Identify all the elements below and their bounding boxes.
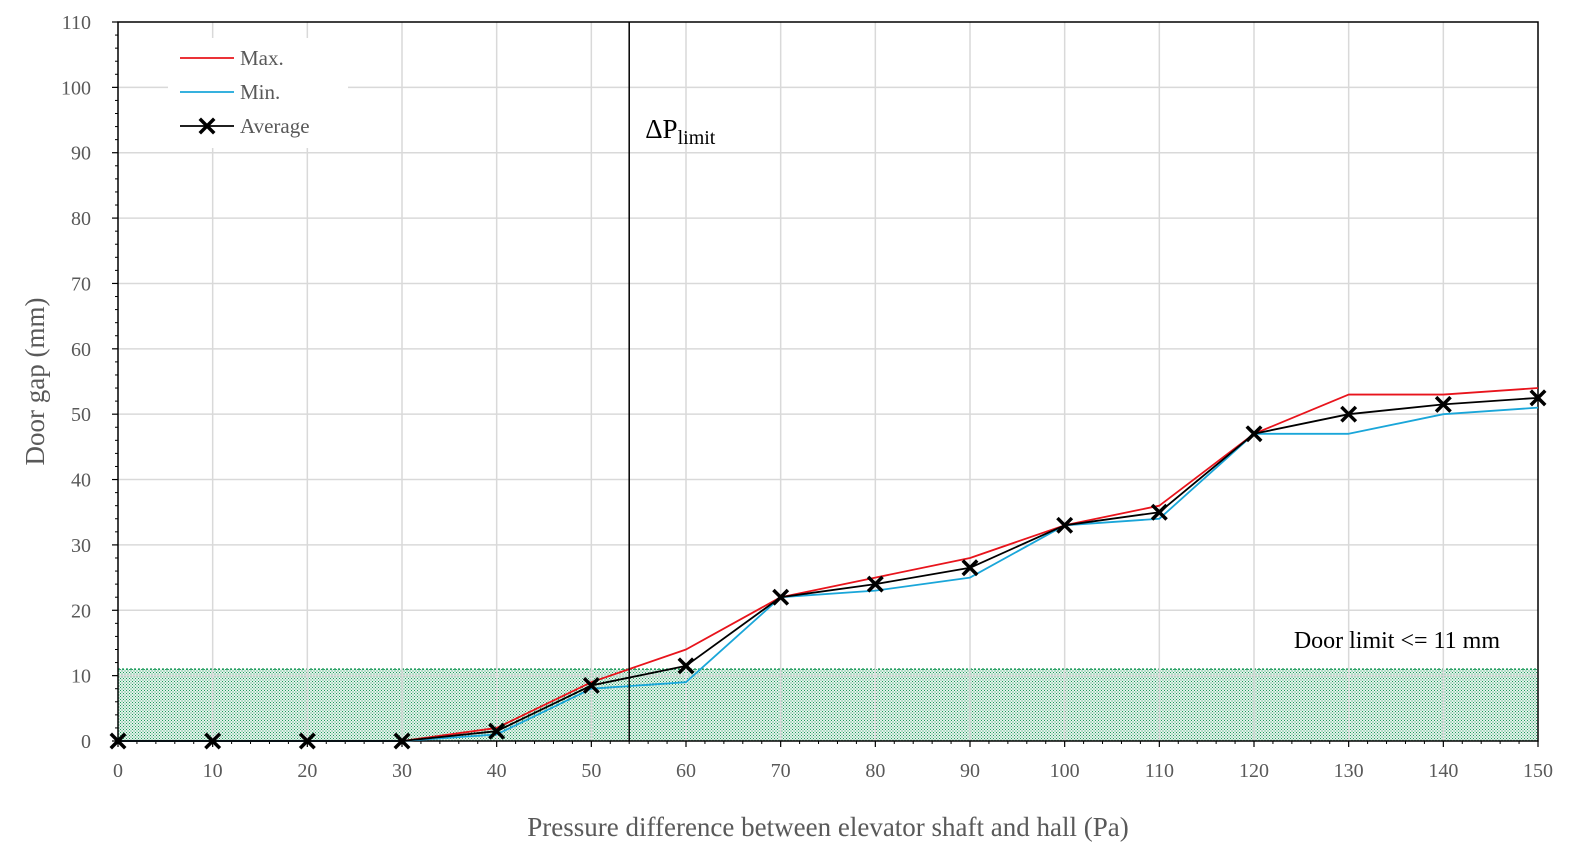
door-limit-zone [118,669,1538,741]
x-marker-stroke [772,588,790,606]
data-point-average [772,588,790,606]
y-tick-label: 110 [62,12,91,34]
x-marker-stroke [1056,516,1074,534]
x-marker-stroke [1529,389,1547,407]
series-line-average [118,396,1539,742]
data-point-average [298,732,316,750]
y-tick-label: 40 [71,470,91,492]
x-tick-label: 40 [487,760,507,782]
y-tick-label: 0 [81,731,91,753]
x-tick-label: 100 [1050,760,1080,782]
data-point-average [393,732,411,750]
y-tick-label: 30 [71,535,91,557]
x-marker-stroke [1150,503,1168,521]
x-marker-stroke [866,575,884,593]
x-tick-label: 70 [771,760,791,782]
data-point-average [1245,425,1263,443]
legend-label-max: Max. [240,46,284,70]
legend-label-average: Average [240,114,310,138]
y-axis-title: Door gap (mm) [20,298,50,466]
x-marker-stroke [1340,405,1358,423]
x-tick-label: 90 [960,760,980,782]
data-point-average [1529,389,1547,407]
y-tick-label: 10 [71,666,91,688]
x-marker-stroke [109,732,127,750]
data-point-average [1434,395,1452,413]
dp-limit-label: ΔPlimit [645,114,716,149]
x-marker-stroke [582,676,600,694]
x-marker-stroke [393,732,411,750]
plot-border [117,21,1539,742]
x-tick-label: 110 [1145,760,1174,782]
x-marker-stroke [677,657,695,675]
x-tick-label: 30 [392,760,412,782]
dp-limit-subscript: limit [678,127,716,149]
legend-background [168,38,348,148]
y-tick-label: 100 [61,77,91,99]
x-tick-label: 130 [1334,760,1364,782]
x-marker-stroke [488,722,506,740]
y-tick-label: 20 [71,600,91,622]
x-tick-label: 140 [1428,760,1458,782]
x-marker-stroke [198,117,216,135]
x-tick-label: 20 [297,760,317,782]
x-marker-stroke [1245,425,1263,443]
data-point-average [1056,516,1074,534]
y-tick-label: 50 [71,404,91,426]
x-tick-label: 80 [865,760,885,782]
data-point-average [961,559,979,577]
y-tick-label: 90 [71,143,91,165]
x-tick-label: 10 [203,760,223,782]
x-tick-label: 0 [113,760,123,782]
y-tick-label: 70 [71,273,91,295]
data-point-average [582,676,600,694]
data-point-average [677,657,695,675]
x-axis-title: Pressure difference between elevator sha… [527,812,1129,842]
data-point-average [1340,405,1358,423]
dp-limit-base: ΔP [645,114,677,144]
data-point-average [109,732,127,750]
x-marker-stroke [1434,395,1452,413]
legend-label-min: Min. [240,80,280,104]
data-point-average [204,732,222,750]
x-marker-stroke [204,732,222,750]
data-point-average [488,722,506,740]
door-limit-label: Door limit <= 11 mm [1294,628,1501,654]
x-tick-label: 60 [676,760,696,782]
x-marker-stroke [961,559,979,577]
x-tick-label: 120 [1239,760,1269,782]
y-tick-label: 60 [71,339,91,361]
legend-marker-average [198,117,216,135]
x-marker-stroke [298,732,316,750]
data-point-average [1150,503,1168,521]
x-tick-label: 150 [1523,760,1553,782]
data-point-average [866,575,884,593]
y-tick-label: 80 [71,208,91,230]
x-tick-label: 50 [581,760,601,782]
